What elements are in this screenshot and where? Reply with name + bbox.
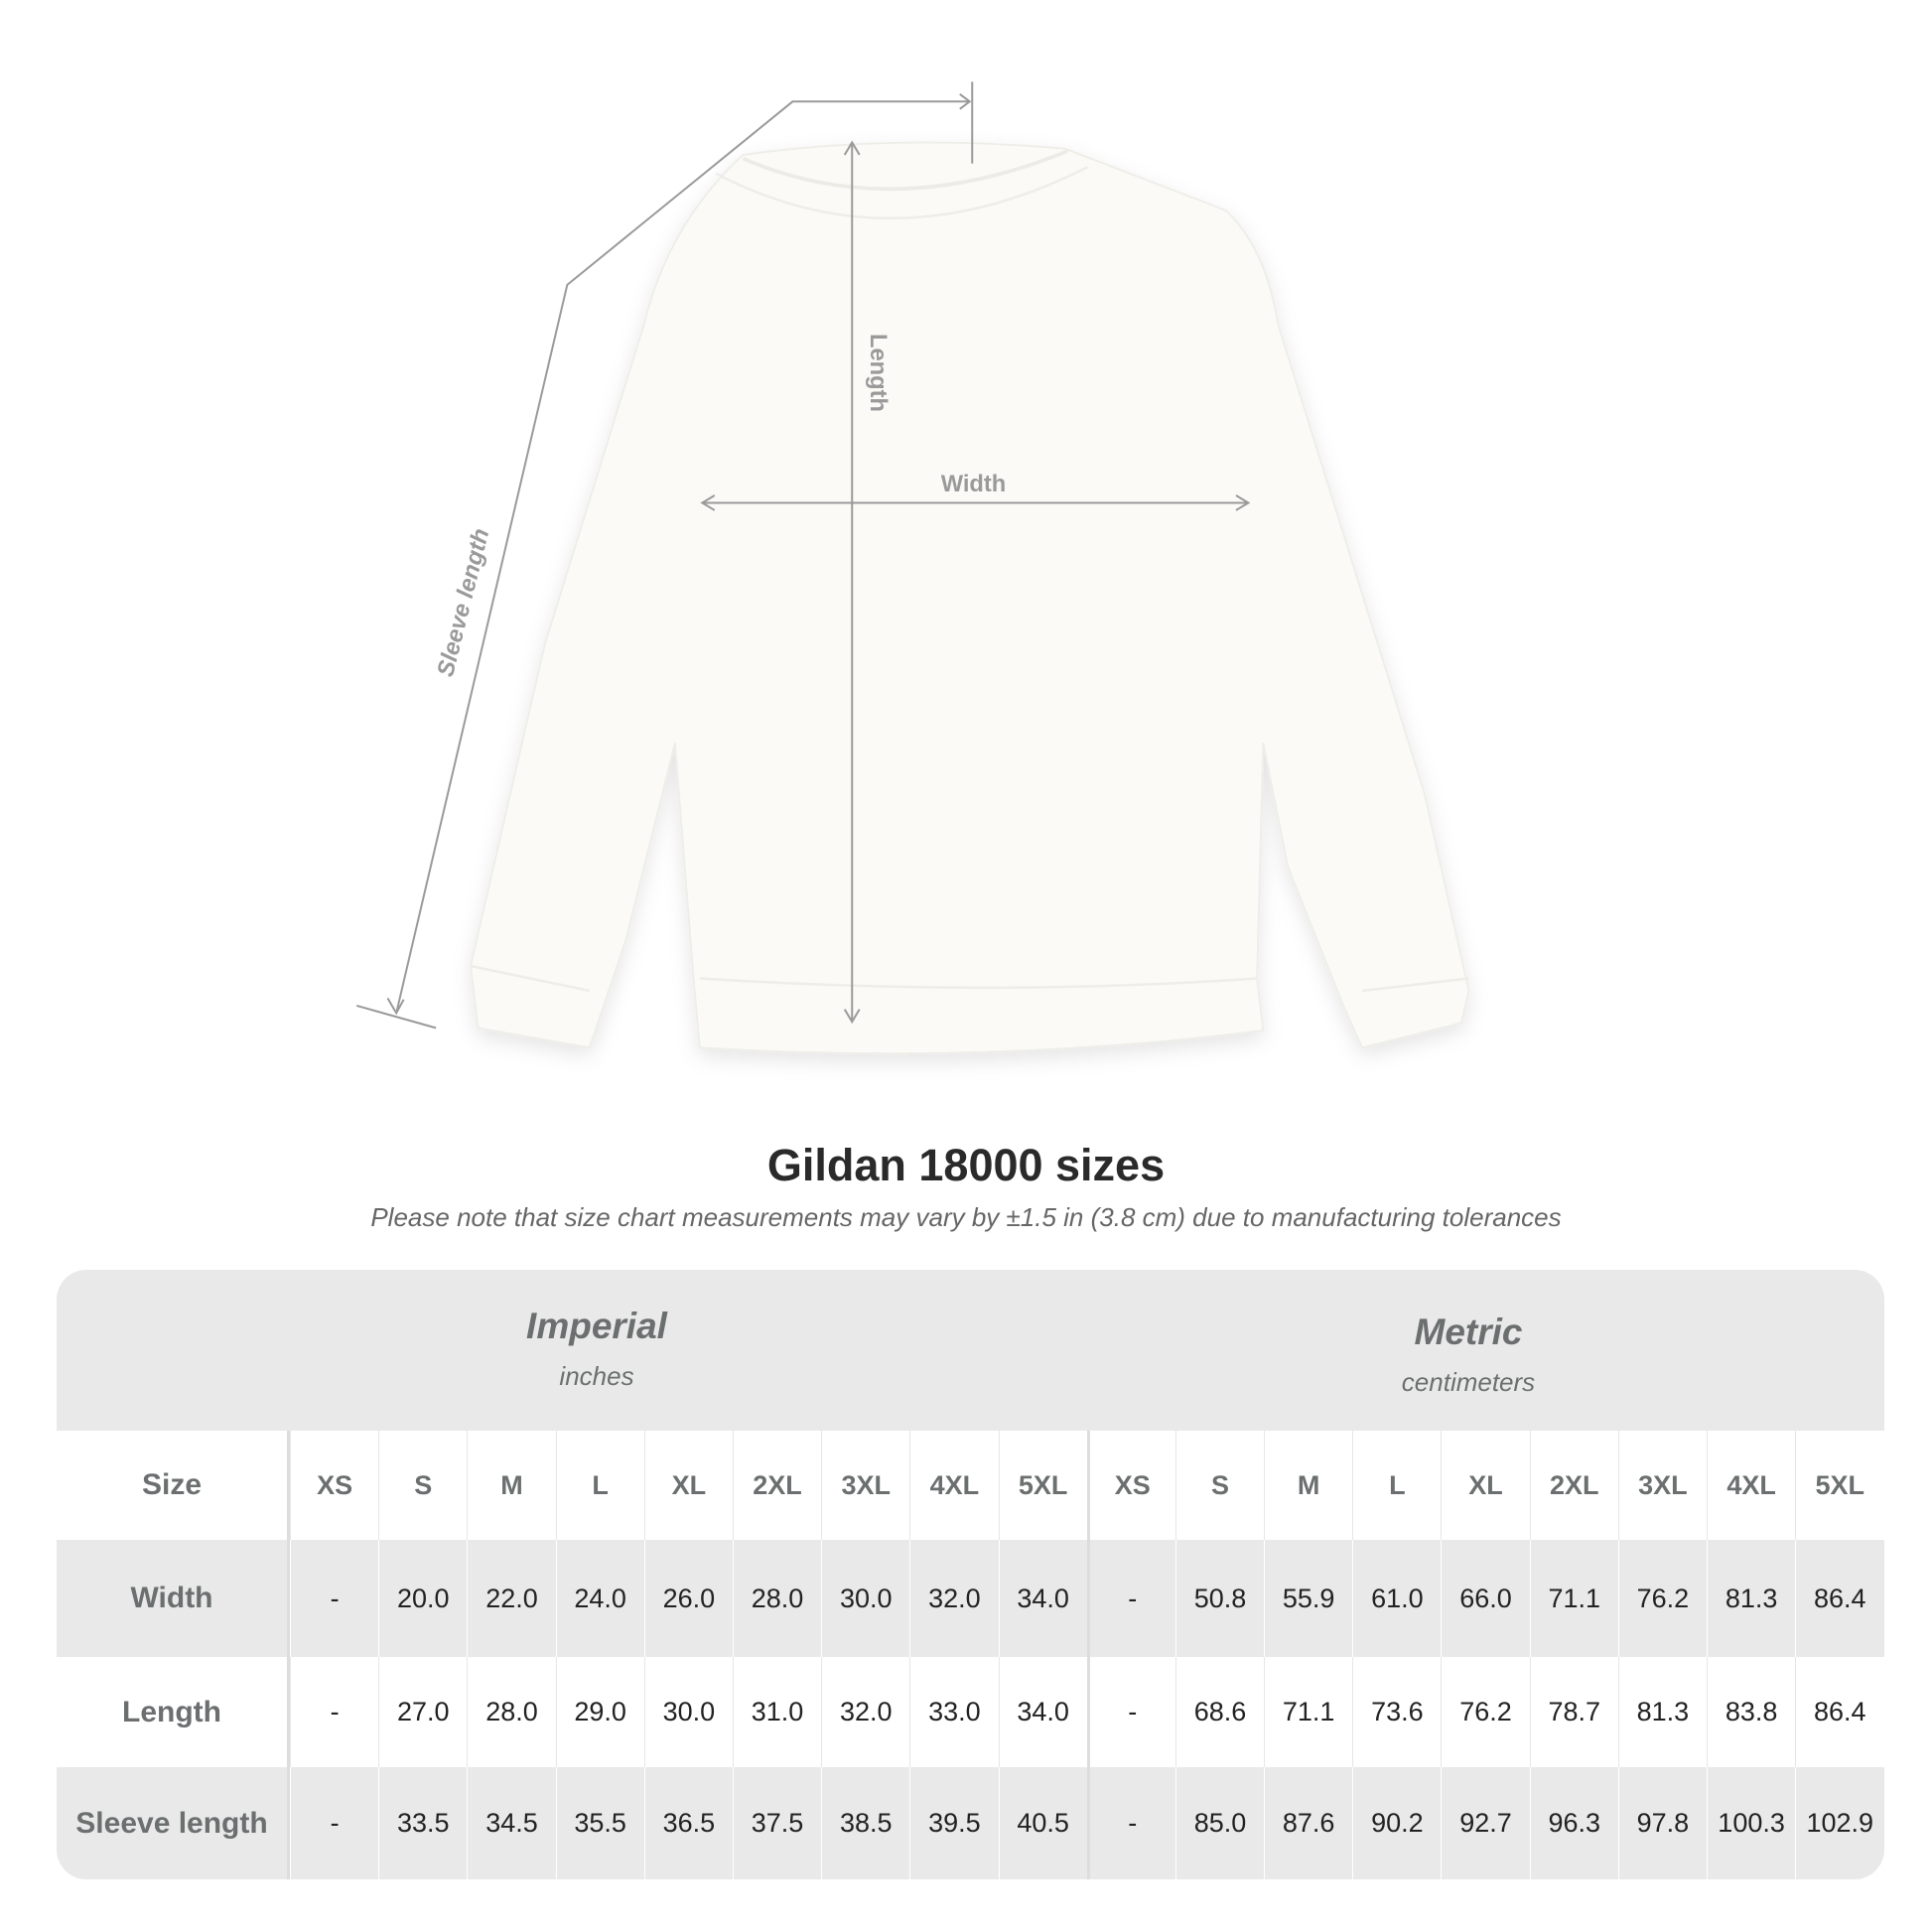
metric-value-cell: 100.3 xyxy=(1707,1767,1795,1879)
metric-value-cell: 86.4 xyxy=(1795,1657,1883,1767)
metric-value-cell: 102.9 xyxy=(1795,1767,1883,1879)
imperial-size-header: M xyxy=(467,1431,555,1540)
width-label: Width xyxy=(941,472,1007,497)
metric-value-cell: 78.7 xyxy=(1529,1657,1618,1767)
page-title: Gildan 18000 sizes xyxy=(766,1140,1166,1190)
imperial-value-cell: 34.0 xyxy=(998,1540,1087,1657)
metric-size-header: L xyxy=(1352,1431,1441,1540)
metric-value-cell: 55.9 xyxy=(1264,1540,1352,1657)
metric-value-cell: 76.2 xyxy=(1441,1657,1529,1767)
metric-value-cell: 73.6 xyxy=(1352,1657,1441,1767)
imperial-value-cell: 34.0 xyxy=(998,1657,1087,1767)
metric-size-header: XL xyxy=(1441,1431,1529,1540)
imperial-size-header: 4XL xyxy=(909,1431,998,1540)
imperial-value-cell: 32.0 xyxy=(821,1657,909,1767)
imperial-value-cell: 36.5 xyxy=(643,1767,733,1879)
metric-size-header: M xyxy=(1264,1431,1352,1540)
size-row-label: Size xyxy=(57,1431,290,1540)
imperial-value-cell: 22.0 xyxy=(467,1540,555,1657)
imperial-size-header: 3XL xyxy=(821,1431,909,1540)
imperial-value-cell: 30.0 xyxy=(643,1657,733,1767)
imperial-value-cell: 35.5 xyxy=(555,1767,644,1879)
metric-title: Metric xyxy=(1414,1311,1523,1352)
metric-value-cell: 86.4 xyxy=(1795,1540,1883,1657)
metric-size-header: 4XL xyxy=(1707,1431,1795,1540)
metric-value-cell: 97.8 xyxy=(1617,1767,1707,1879)
metric-value-cell: 76.2 xyxy=(1617,1540,1707,1657)
sweatshirt-image xyxy=(470,141,1470,1055)
imperial-value-cell: 39.5 xyxy=(909,1767,998,1879)
metric-value-cell: 68.6 xyxy=(1174,1657,1264,1767)
metric-value-cell: 96.3 xyxy=(1529,1767,1618,1879)
metric-unit: centimeters xyxy=(1401,1367,1536,1397)
row-label: Length xyxy=(57,1657,290,1767)
metric-value-cell: 81.3 xyxy=(1617,1657,1707,1767)
size-table: Imperial inches Metric centimeters Size X… xyxy=(57,1270,1884,1879)
imperial-value-cell: 32.0 xyxy=(909,1540,998,1657)
metric-header: Metric centimeters xyxy=(1369,1311,1568,1398)
metric-value-cell: - xyxy=(1086,1540,1175,1657)
imperial-value-cell: 28.0 xyxy=(732,1540,821,1657)
imperial-size-header: 2XL xyxy=(732,1431,821,1540)
imperial-value-cell: - xyxy=(290,1767,378,1879)
imperial-value-cell: 30.0 xyxy=(821,1540,909,1657)
imperial-value-cell: 40.5 xyxy=(998,1767,1087,1879)
metric-size-header: 2XL xyxy=(1529,1431,1618,1540)
metric-value-cell: 66.0 xyxy=(1441,1540,1529,1657)
metric-value-cell: 83.8 xyxy=(1707,1657,1795,1767)
metric-size-header: XS xyxy=(1086,1431,1175,1540)
metric-value-cell: 81.3 xyxy=(1707,1540,1795,1657)
imperial-value-cell: 34.5 xyxy=(467,1767,555,1879)
imperial-size-header: S xyxy=(378,1431,467,1540)
table-row: Sleeve length -33.5 34.5 35.5 36.5 37.5 38.5 39… xyxy=(57,1767,1884,1879)
imperial-title: Imperial xyxy=(526,1306,667,1346)
metric-value-cell: 87.6 xyxy=(1264,1767,1352,1879)
table-header-band xyxy=(57,1270,1884,1431)
imperial-value-cell: 33.5 xyxy=(378,1767,467,1879)
metric-value-cell: 61.0 xyxy=(1352,1540,1441,1657)
imperial-value-cell: - xyxy=(290,1657,378,1767)
imperial-size-header: L xyxy=(555,1431,644,1540)
metric-value-cell: - xyxy=(1086,1657,1175,1767)
metric-value-cell: 90.2 xyxy=(1352,1767,1441,1879)
imperial-header: Imperial inches xyxy=(497,1306,696,1392)
metric-size-header: S xyxy=(1174,1431,1264,1540)
table-row: Length -27.0 28.0 29.0 30.0 31.0 32.0 33.0 34.0-… xyxy=(57,1657,1884,1767)
metric-value-cell: 92.7 xyxy=(1441,1767,1529,1879)
row-label: Width xyxy=(57,1540,290,1657)
imperial-size-header: 5XL xyxy=(998,1431,1087,1540)
metric-value-cell: - xyxy=(1086,1767,1175,1879)
imperial-value-cell: - xyxy=(290,1540,378,1657)
metric-size-header: 3XL xyxy=(1617,1431,1707,1540)
metric-size-header: 5XL xyxy=(1795,1431,1883,1540)
table-row: Width -20.0 22.0 24.0 26.0 28.0 30.0 32.0 34.0-5… xyxy=(57,1540,1884,1657)
imperial-unit: inches xyxy=(559,1361,634,1391)
metric-value-cell: 50.8 xyxy=(1174,1540,1264,1657)
imperial-value-cell: 33.0 xyxy=(909,1657,998,1767)
imperial-value-cell: 24.0 xyxy=(555,1540,644,1657)
length-label: Length xyxy=(865,334,891,412)
row-label: Sleeve length xyxy=(57,1767,290,1879)
metric-value-cell: 85.0 xyxy=(1174,1767,1264,1879)
imperial-value-cell: 38.5 xyxy=(821,1767,909,1879)
metric-value-cell: 71.1 xyxy=(1264,1657,1352,1767)
sleeve-length-label: Sleeve length xyxy=(433,526,494,679)
imperial-value-cell: 27.0 xyxy=(378,1657,467,1767)
imperial-value-cell: 28.0 xyxy=(467,1657,555,1767)
imperial-value-cell: 29.0 xyxy=(555,1657,644,1767)
metric-value-cell: 71.1 xyxy=(1529,1540,1618,1657)
imperial-value-cell: 20.0 xyxy=(378,1540,467,1657)
tolerance-note: Please note that size chart measurements… xyxy=(370,1202,1562,1232)
imperial-size-header: XL xyxy=(643,1431,733,1540)
imperial-size-header: XS xyxy=(290,1431,378,1540)
imperial-value-cell: 31.0 xyxy=(732,1657,821,1767)
measurement-lines xyxy=(355,81,1251,1030)
imperial-value-cell: 26.0 xyxy=(643,1540,733,1657)
imperial-value-cell: 37.5 xyxy=(732,1767,821,1879)
size-header-row: Size XS S M L XL 2XL 3XL 4XL 5XL XS S M L XL 2XL 3XL 4XL 5… xyxy=(57,1431,1884,1540)
